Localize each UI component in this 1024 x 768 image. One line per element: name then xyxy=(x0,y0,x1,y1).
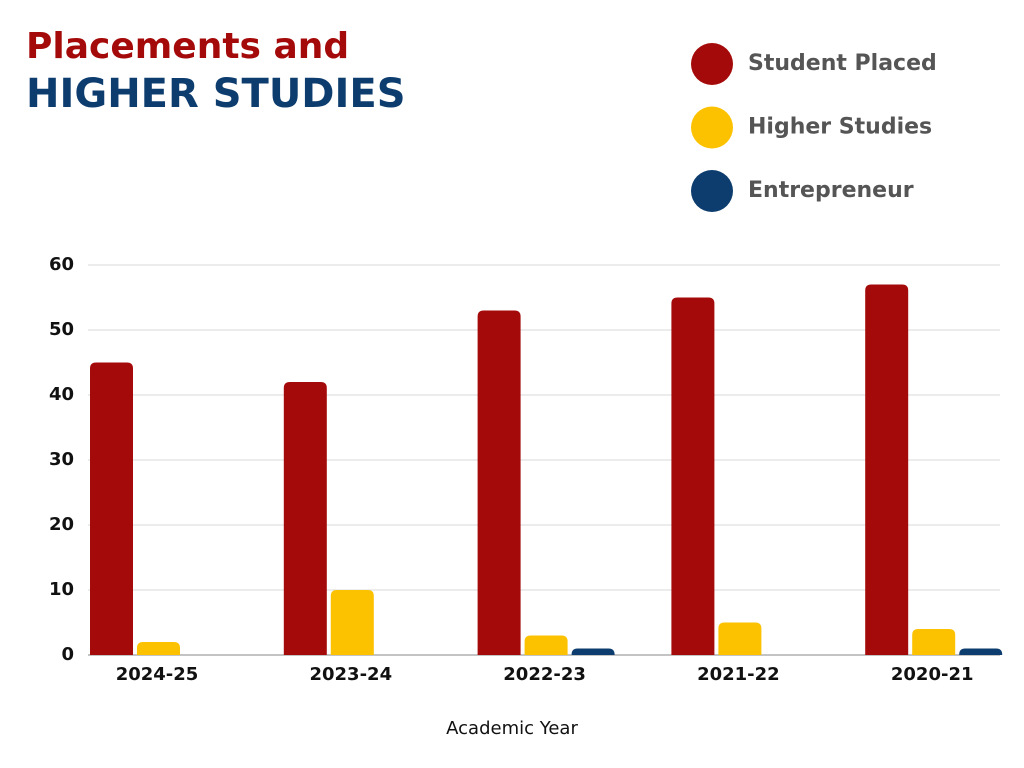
chart-title: Placements and xyxy=(26,26,349,67)
bar xyxy=(718,622,762,655)
legend-label: Higher Studies xyxy=(748,115,932,140)
bar xyxy=(477,310,521,655)
y-tick-label: 50 xyxy=(49,319,74,340)
y-tick-label: 20 xyxy=(49,514,74,535)
y-tick-label: 40 xyxy=(49,384,74,405)
x-tick-label: 2021-22 xyxy=(697,664,780,685)
chart-subtitle: HIGHER STUDIES xyxy=(26,71,406,117)
bar xyxy=(90,362,133,655)
x-tick-label: 2024-25 xyxy=(116,664,199,685)
x-axis-label: Academic Year xyxy=(446,718,578,739)
x-tick-label: 2023-24 xyxy=(309,664,392,685)
bar xyxy=(283,382,327,655)
legend-label: Student Placed xyxy=(748,51,937,76)
legend-swatch xyxy=(691,43,733,85)
x-tick-label: 2022-23 xyxy=(503,664,586,685)
bar xyxy=(912,629,956,655)
bar xyxy=(865,284,909,655)
bar xyxy=(571,648,615,655)
bar xyxy=(959,648,1003,655)
x-tick-label: 2020-21 xyxy=(891,664,974,685)
bar xyxy=(137,642,180,655)
legend-swatch xyxy=(691,106,733,149)
legend-swatch xyxy=(691,170,733,212)
y-tick-label: 60 xyxy=(49,254,74,275)
y-tick-label: 30 xyxy=(49,449,74,470)
y-tick-label: 10 xyxy=(49,579,74,600)
y-tick-label: 0 xyxy=(61,644,74,665)
bar xyxy=(524,635,568,655)
bar xyxy=(671,297,715,655)
bar xyxy=(330,590,374,655)
legend-label: Entrepreneur xyxy=(748,178,914,203)
